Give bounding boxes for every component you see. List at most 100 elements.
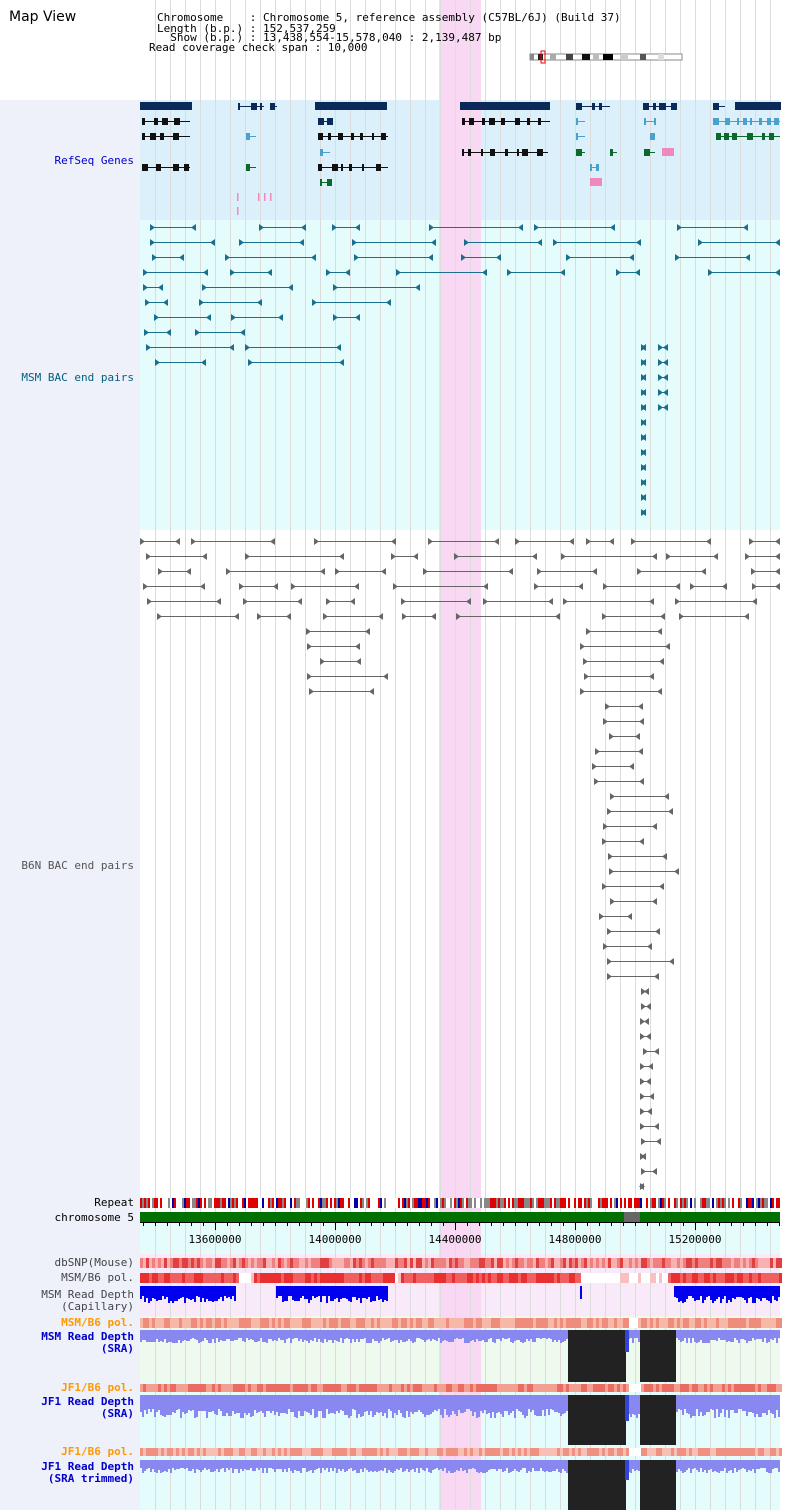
jf1-trimmed-depth-bar [264,1460,266,1468]
msm-sra-depth-bar [216,1330,218,1338]
repeat-block [446,1198,448,1208]
jf1-pol2-heat-cell [665,1448,668,1456]
repeat-block [162,1198,164,1208]
msm-pol2-heat-cell [587,1318,590,1328]
msm-pol-heat-cell [383,1273,386,1283]
track-label-refseq[interactable]: RefSeq Genes [54,154,134,167]
msm-pol-heat-cell [146,1273,149,1283]
msm-capillary-depth-bar [288,1286,290,1296]
jf1-sra-depth-bar [190,1395,192,1411]
jf1-trimmed-depth-bar [522,1460,524,1468]
dbsnp-heat-cell [773,1258,776,1268]
msm-pol-heat-cell [215,1273,218,1283]
jf1-pol-heat-cell [350,1384,353,1392]
msm-pol-heat-cell [218,1273,221,1283]
repeat-block [360,1198,362,1208]
jf1-pol-heat-cell [383,1384,386,1392]
msm-pol2-heat-cell [530,1318,533,1328]
bac-end-marker [146,553,151,560]
jf1-sra-depth-bar [744,1395,746,1411]
dbsnp-heat-cell [230,1258,233,1268]
msm-pol-heat-cell [530,1273,533,1283]
track-label-b6n-bac[interactable]: B6N BAC end pairs [21,859,134,872]
jf1-pol-heat-cell [281,1384,284,1392]
jf1-trimmed-depth-bar [398,1460,400,1470]
bac-end-marker [566,254,571,261]
repeat-block [548,1198,550,1208]
track-label-msm-bac[interactable]: MSM BAC end pairs [21,371,134,384]
msm-sra-depth-bar [698,1330,700,1342]
repeat-block [170,1198,172,1208]
track-label-jf1-depth-sra-1: JF1 Read Depth [41,1395,134,1408]
jf1-pol-heat-cell [536,1384,539,1392]
msm-sra-depth-bar [368,1330,370,1343]
msm-pol2-heat-cell [548,1318,551,1328]
jf1-trimmed-depth-bar [730,1460,732,1470]
dbsnp-heat-cell [743,1258,746,1268]
repeat-block [550,1198,552,1208]
repeat-block [736,1198,738,1208]
dbsnp-heat-cell [392,1258,395,1268]
bac-end-marker [186,568,191,575]
msm-sra-depth-bar [438,1330,440,1338]
jf1-trimmed-depth-bar [198,1460,200,1470]
repeat-block [246,1198,248,1208]
jf1-sra-depth-bar [298,1395,300,1411]
jf1-pol-heat-cell [356,1384,359,1392]
jf1-sra-depth-bar [698,1395,700,1416]
msm-capillary-depth-bar [226,1286,228,1298]
repeat-block [654,1198,656,1208]
bac-end-marker [145,299,150,306]
msm-pol-heat-cell [749,1273,752,1283]
jf1-pol-heat-cell [398,1384,401,1392]
repeat-block [578,1198,580,1208]
jf1-trimmed-depth-bar [200,1460,202,1472]
bac-end-marker [507,269,512,276]
jf1-trimmed-depth-bar [424,1460,426,1471]
jf1-trimmed-depth-bar [634,1460,636,1471]
dbsnp-heat-cell [161,1258,164,1268]
msm-pol-heat-cell [533,1273,536,1283]
dbsnp-heat-cell [659,1258,662,1268]
msm-sra-depth-bar [524,1330,526,1342]
repeat-block [210,1198,212,1208]
refseq-exon [251,103,257,110]
jf1-pol2-heat-cell [374,1448,377,1456]
msm-capillary-depth-bar [706,1286,708,1297]
jf1-sra-depth-bar [318,1395,320,1411]
jf1-pol-heat-cell [686,1384,689,1392]
jf1-trimmed-depth-bar [446,1460,448,1473]
bac-end-marker [775,553,780,560]
jf1-sra-depth-bar [470,1395,472,1411]
msm-sra-depth-bar [454,1330,456,1339]
jf1-pol-heat-cell [341,1384,344,1392]
bac-end-marker [496,254,501,261]
msm-pol-heat-cell [743,1273,746,1283]
jf1-pol-heat-cell [284,1384,287,1392]
jf1-pol2-heat-cell [659,1448,662,1456]
msm-pol2-heat-cell [254,1318,257,1328]
msm-sra-depth-bar [238,1330,240,1338]
dbsnp-heat-cell [455,1258,458,1268]
msm-pol-heat-cell [716,1273,719,1283]
msm-capillary-depth-bar [358,1286,360,1298]
msm-capillary-depth-bar [174,1286,176,1301]
jf1-sra-depth-bar [260,1395,262,1411]
jf1-trimmed-depth-bar [680,1460,682,1471]
jf1-sra-depth-bar [492,1395,494,1412]
msm-capillary-depth-bar [162,1286,164,1296]
dbsnp-heat-cell [437,1258,440,1268]
jf1-pol2-heat-cell [497,1448,500,1456]
jf1-trimmed-depth-bar [330,1460,332,1468]
msm-sra-depth-bar [768,1330,770,1342]
jf1-sra-depth-bar [530,1395,532,1412]
msm-sra-depth-bar [544,1330,546,1338]
msm-sra-depth-bar [556,1330,558,1342]
jf1-pol2-heat-cell [416,1448,419,1456]
msm-pol-heat-cell [179,1273,182,1283]
jf1-trimmed-depth-bar [316,1460,318,1469]
jf1-sra-depth-bar [468,1395,470,1409]
bac-end-marker [166,329,171,336]
jf1-pol-heat-cell [479,1384,482,1392]
